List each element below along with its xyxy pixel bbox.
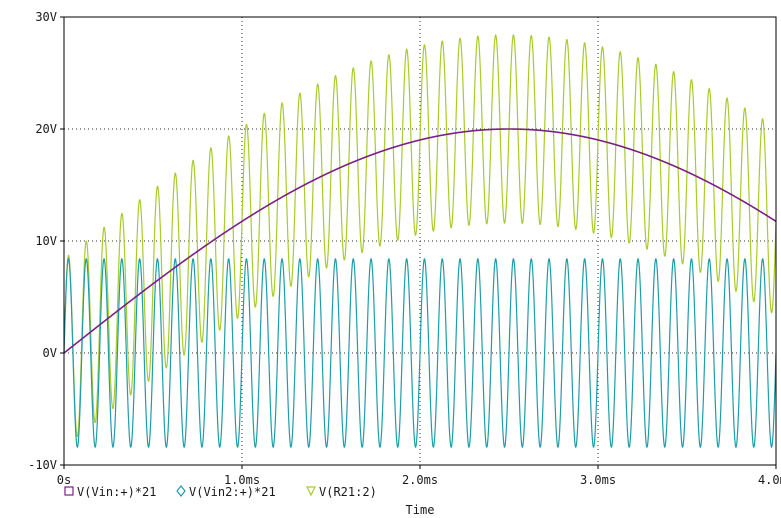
series-line-vin2 xyxy=(63,258,777,448)
tick-layer: 0s 1.0ms 2.0ms 3.0ms 4.0ms 30V 20V 10V 0V -10V xyxy=(28,10,781,487)
legend-marker-square-icon xyxy=(64,486,74,496)
x-tick-label: 1.0ms xyxy=(224,473,260,487)
y-tick-label: 30V xyxy=(35,10,57,24)
y-tick-label: -10V xyxy=(28,458,57,472)
series-line-vr21 xyxy=(63,34,777,438)
x-tick-label: 2.0ms xyxy=(402,473,438,487)
x-tick-label: 3.0ms xyxy=(580,473,616,487)
legend-label: V(Vin2:+)*21 xyxy=(189,485,276,499)
series-line-vin xyxy=(63,128,777,354)
y-tick-label: 10V xyxy=(35,234,57,248)
y-tick-label: 20V xyxy=(35,122,57,136)
legend: V(Vin:+)*21 V(Vin2:+)*21 V(R21:2) xyxy=(64,485,377,499)
legend-marker-triangle-down-icon xyxy=(306,486,316,497)
series-layer xyxy=(63,34,777,448)
x-tick-label: 4.0ms xyxy=(758,473,781,487)
x-tick-label: 0s xyxy=(57,473,71,487)
legend-marker-diamond-icon xyxy=(176,485,186,497)
legend-label: V(Vin:+)*21 xyxy=(77,485,156,499)
x-axis-title: Time xyxy=(406,503,435,517)
y-tick-label: 0V xyxy=(43,346,57,360)
grid xyxy=(64,17,776,465)
legend-label: V(R21:2) xyxy=(319,485,377,499)
